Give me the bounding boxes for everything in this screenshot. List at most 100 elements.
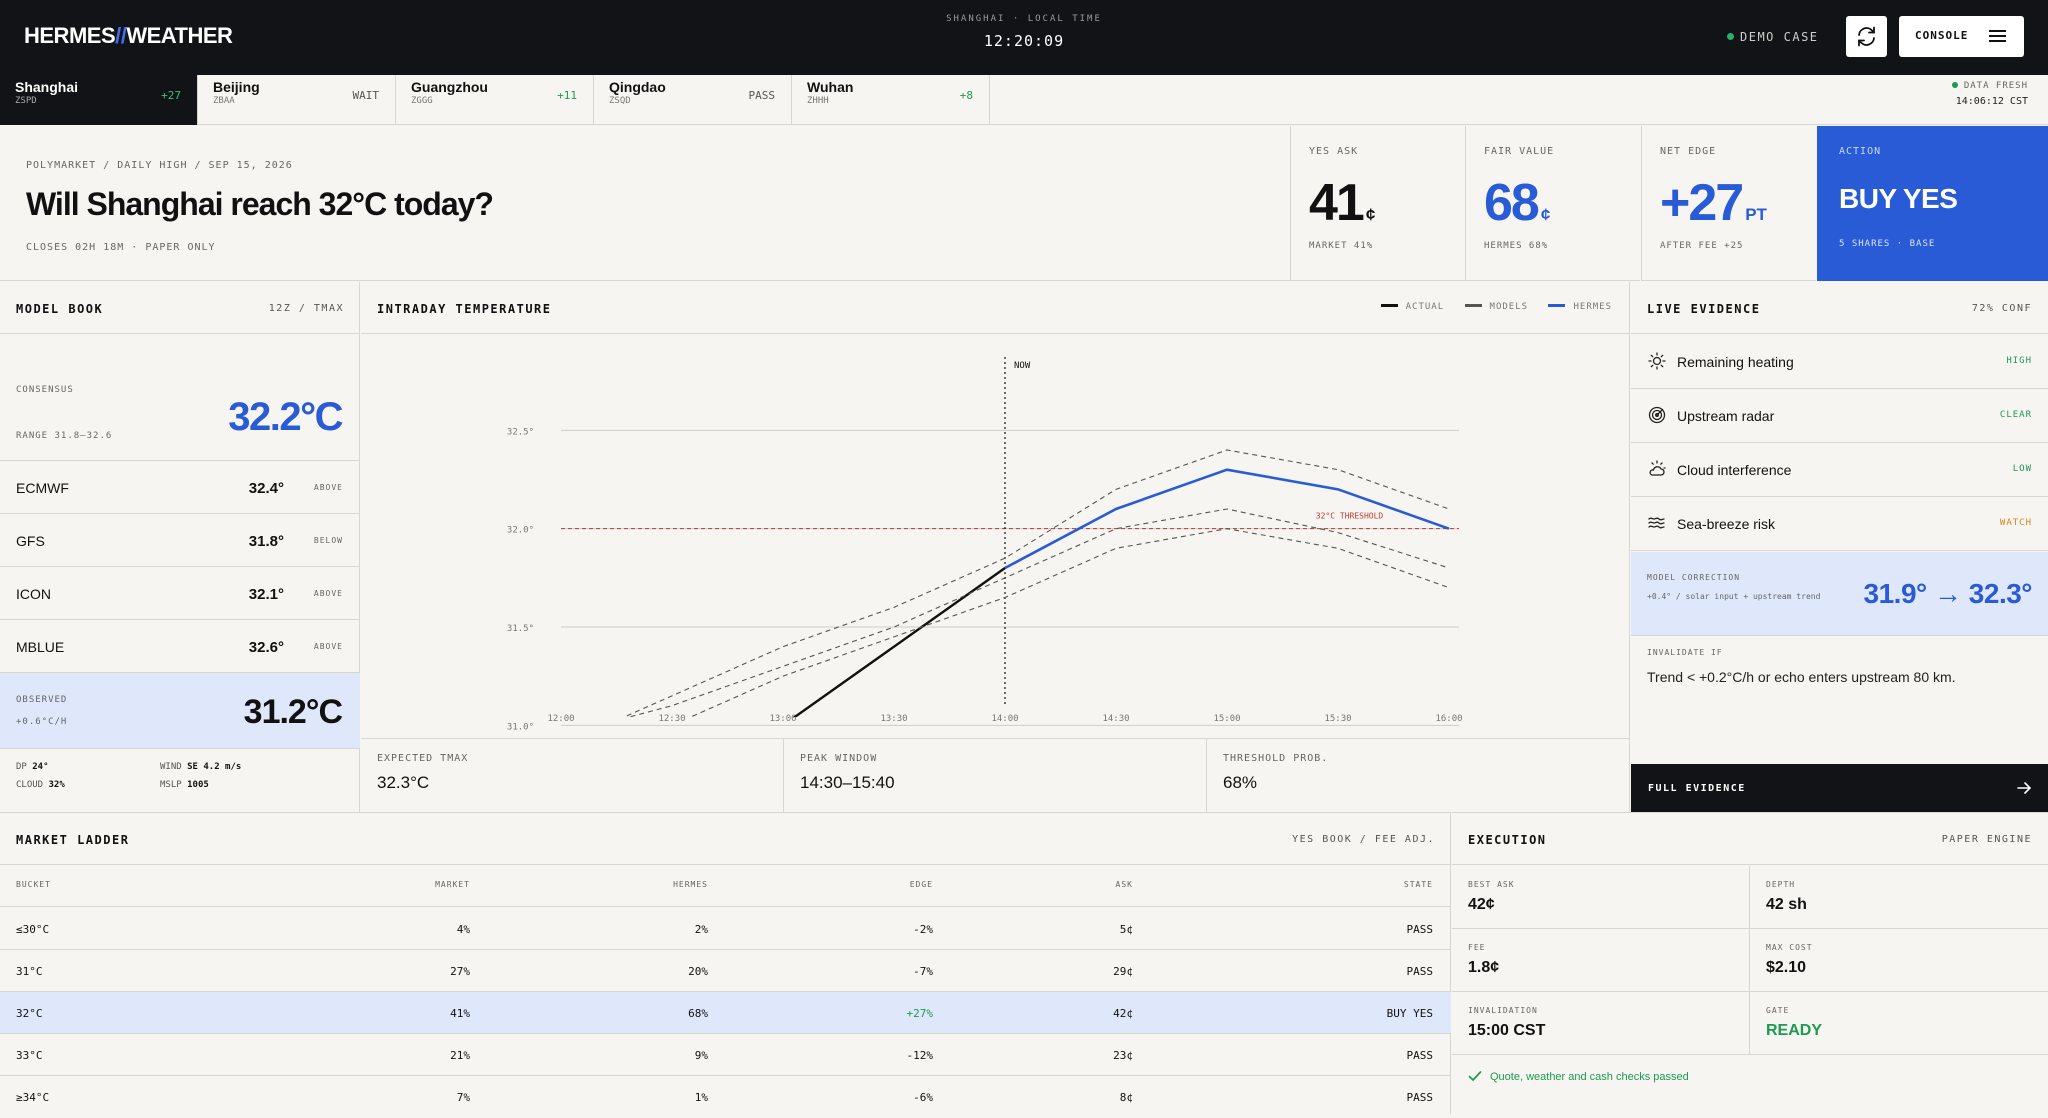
demo-case-badge: DEMO CASE [1727,30,1819,44]
refresh-icon [1858,26,1875,47]
evidence-tag: HIGH [2006,356,2032,366]
y-tick-label: 32.0° [507,526,534,536]
cloud-sun-icon [1649,460,1666,476]
legend-actual: ACTUAL [1380,302,1445,312]
ladder-header: MARKET LADDER YES BOOK / FEE ADJ. [0,813,1451,865]
legend-models: MODELS [1464,302,1529,312]
evidence-cloud-interference[interactable]: Cloud interference LOW [1631,443,2048,497]
action-card[interactable]: ACTION BUY YES 5 SHARES · BASE [1817,126,2048,281]
breadcrumb: POLYMARKET / DAILY HIGH / SEP 15, 2026 [26,160,293,171]
x-tick-label: 15:30 [1324,714,1351,724]
refresh-button[interactable] [1846,16,1887,57]
model-series-line [622,449,1450,717]
gate-status: GATE READY [1750,992,2048,1055]
execution-header: EXECUTION PAPER ENGINE [1452,813,2048,865]
evidence-upstream-radar[interactable]: Upstream radar CLEAR [1631,389,2048,443]
ladder-row-selected[interactable]: 32°C 41% 68% +27% 42¢ BUY YES [0,992,1451,1034]
ladder-column-headers: BUCKET MARKET HERMES EDGE ASK STATE [0,865,1451,907]
radar-icon [1648,406,1666,424]
execution-panel: EXECUTION PAPER ENGINE BEST ASK 42¢ DEPTH 4… [1452,812,2048,1114]
model-row-gfs[interactable]: GFS 31.8° BELOW [0,514,360,567]
tab-qingdao[interactable]: Qingdao ZSQD PASS [594,75,792,125]
tab-wuhan[interactable]: Wuhan ZHHH +8 [792,75,990,125]
series-group [622,449,1450,717]
checks-passed: Quote, weather and cash checks passed [1468,1069,1689,1083]
console-button[interactable]: CONSOLE [1899,16,2024,57]
fee: FEE 1.8¢ [1452,929,1750,992]
chart-legend: ACTUAL MODELS HERMES [1367,302,1612,312]
evidence-sea-breeze-risk[interactable]: Sea-breeze risk WATCH [1631,497,2048,551]
model-book-panel: MODEL BOOK 12Z / TMAX CONSENSUS RANGE 31.… [0,282,360,812]
hermes-series-line [1004,468,1450,570]
model-row-mblue[interactable]: MBLUE 32.6° ABOVE [0,620,360,673]
check-icon [1468,1071,1482,1082]
evidence-tag: LOW [2012,464,2032,474]
net-edge-card: NET EDGE +27 PT AFTER FEE +25 [1641,126,1816,281]
x-tick-label: 14:00 [991,714,1018,724]
tab-beijing[interactable]: Beijing ZBAA WAIT [198,75,396,125]
model-series-line [689,528,1450,717]
invalidate-block: INVALIDATE IF Trend < +0.2°C/h or echo e… [1647,648,1956,685]
closes-note: CLOSES 02H 18M · PAPER ONLY [26,242,216,253]
model-book-header: MODEL BOOK 12Z / TMAX [0,282,360,334]
model-series-line [627,508,1450,717]
threshold-prob: THRESHOLD PROB. 68% [1223,753,1329,792]
ladder-row[interactable]: 33°C 21% 9% -12% 23¢ PASS [0,1034,1451,1076]
x-tick-label: 13:30 [880,714,907,724]
waves-icon [1648,517,1665,529]
best-ask: BEST ASK 42¢ [1452,866,1750,929]
observed-block: OBSERVED +0.6°C/H 31.2°C [0,673,360,749]
full-evidence-button[interactable]: FULL EVIDENCE [1631,764,2048,812]
x-tick-label: 16:00 [1435,714,1462,724]
dew-point: DP 24° [16,762,49,772]
page-title: Will Shanghai reach 32°C today? [26,186,494,222]
consensus-block: CONSENSUS RANGE 31.8–32.6 32.2°C [0,335,360,461]
ladder-row[interactable]: ≤30°C 4% 2% -2% 5¢ PASS [0,908,1451,950]
model-row-ecmwf[interactable]: ECMWF 32.4° ABOVE [0,461,360,514]
app-logo: HERMES//WEATHER [24,23,233,48]
observed-value: 31.2°C [243,693,343,731]
threshold-label: 32°C THRESHOLD [1316,512,1384,521]
legend-hermes: HERMES [1548,302,1612,312]
data-freshness: DATA FRESH 14:06:12 CST [1951,81,2028,107]
fresh-dot [1951,82,1958,88]
status-dot [1727,33,1734,40]
y-tick-label: 31.0° [507,722,534,732]
now-marker-label: NOW [1014,361,1031,371]
evidence-remaining-heating[interactable]: Remaining heating HIGH [1631,335,2048,389]
expected-tmax: EXPECTED TMAX 32.3°C [361,739,784,813]
y-tick-label: 31.5° [507,624,534,634]
evidence-tag: CLEAR [1999,410,2032,420]
evidence-header: LIVE EVIDENCE 72% CONF [1631,282,2048,334]
cloud-cover: CLOUD 32% [16,780,65,790]
yes-ask-card: YES ASK 41 ¢ MARKET 41% [1290,126,1465,281]
tab-guangzhou[interactable]: Guangzhou ZGGG +11 [396,75,594,125]
arrow-right-icon [2017,782,2032,794]
evidence-tag: WATCH [1999,518,2032,528]
peak-window: PEAK WINDOW 14:30–15:40 [784,739,1207,813]
market-ladder-panel: MARKET LADDER YES BOOK / FEE ADJ. BUCKET … [0,812,1451,1114]
chart-header: INTRADAY TEMPERATURE ACTUAL MODELS HERME… [361,282,1630,334]
depth: DEPTH 42 sh [1750,866,2048,929]
x-tick-label: 12:00 [547,714,574,724]
live-evidence-panel: LIVE EVIDENCE 72% CONF Remaining heating H… [1631,282,2048,812]
mslp: MSLP 1005 [160,780,209,790]
chart-stats: EXPECTED TMAX 32.3°C PEAK WINDOW 14:30–15:… [361,738,1630,813]
temperature-chart: 32.5° 32.0° 31.5° 31.0° 12:00 12:30 13:00 13:30… [507,357,1463,732]
ladder-row[interactable]: 31°C 27% 20% -7% 29¢ PASS [0,950,1451,992]
market-question: POLYMARKET / DAILY HIGH / SEP 15, 2026 W… [0,126,1290,281]
intraday-chart-panel: INTRADAY TEMPERATURE ACTUAL MODELS HERME… [361,282,1630,813]
ladder-row[interactable]: ≥34°C 7% 1% -6% 8¢ PASS [16,1091,1433,1104]
tab-shanghai[interactable]: Shanghai ZSPD +27 [0,75,198,125]
y-tick-label: 32.5° [507,427,534,437]
sun-icon [1648,352,1666,370]
city-tabs: Shanghai ZSPD +27 Beijing ZBAA WAIT Guangzho… [0,75,2048,125]
clock-label: SHANGHAI · LOCAL TIME [946,14,1102,24]
model-row-icon[interactable]: ICON 32.1° ABOVE [0,567,360,620]
wind: WIND SE 4.2 m/s [160,762,242,772]
max-cost: MAX COST $2.10 [1750,929,2048,992]
consensus-value: 32.2°C [228,395,343,439]
actual-series-line [792,567,1006,717]
menu-icon [1989,30,2006,42]
invalidation: INVALIDATION 15:00 CST [1452,992,1750,1055]
